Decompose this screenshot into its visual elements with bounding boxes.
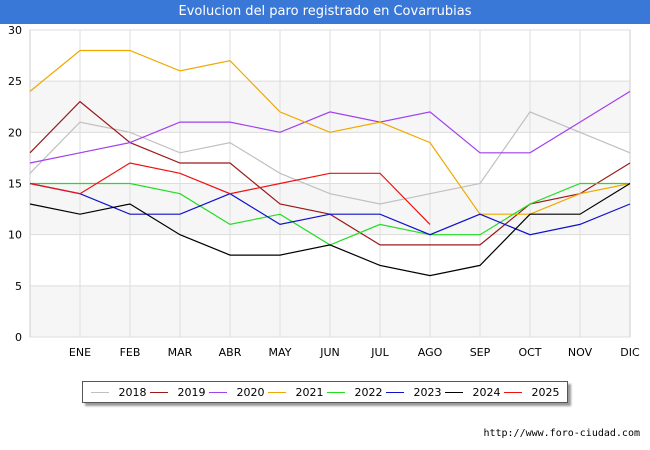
legend-swatch	[267, 391, 286, 393]
x-tick-label: DIC	[620, 346, 640, 359]
x-tick-label: AGO	[418, 346, 443, 359]
legend-swatch	[385, 391, 404, 393]
legend-label: 2018	[118, 385, 147, 399]
series-line-2023	[29, 182, 631, 236]
legend-label: 2021	[295, 385, 324, 399]
legend-label: 2022	[354, 385, 383, 399]
legend-item-2022: 2022	[326, 385, 383, 399]
x-tick-label: JUL	[370, 346, 389, 359]
source-credit: http://www.foro-ciudad.com	[483, 428, 640, 439]
legend-swatch	[208, 391, 227, 393]
legend-item-2024: 2024	[444, 385, 501, 399]
x-tick-label: ABR	[219, 346, 242, 359]
legend-item-2025: 2025	[503, 385, 560, 399]
legend-label: 2023	[413, 385, 442, 399]
y-tick-label: 25	[8, 75, 22, 88]
y-tick-label: 5	[15, 280, 22, 293]
x-tick-label: FEB	[120, 346, 141, 359]
chart-legend: 2018 2019 2020 2021 2022 2023 2024 2025	[82, 381, 568, 403]
legend-label: 2019	[177, 385, 206, 399]
legend-label: 2024	[472, 385, 501, 399]
y-tick-label: 20	[8, 126, 22, 139]
series-line-2018	[29, 111, 631, 205]
x-tick-label: MAR	[168, 346, 193, 359]
series-line-2020	[29, 90, 631, 164]
x-tick-label: SEP	[470, 346, 491, 359]
chart-title: Evolucion del paro registrado en Covarru…	[0, 0, 650, 24]
series-line-2025	[29, 162, 431, 225]
y-tick-label: 15	[8, 178, 22, 191]
x-tick-label: MAY	[269, 346, 292, 359]
legend-swatch	[90, 391, 109, 393]
legend-item-2020: 2020	[208, 385, 265, 399]
legend-item-2023: 2023	[385, 385, 442, 399]
legend-item-2018: 2018	[90, 385, 147, 399]
legend-label: 2025	[531, 385, 560, 399]
y-tick-label: 30	[8, 24, 22, 37]
legend-item-2019: 2019	[149, 385, 206, 399]
y-tick-label: 10	[8, 229, 22, 242]
series-line-2024	[29, 182, 631, 277]
legend-item-2021: 2021	[267, 385, 324, 399]
legend-label: 2020	[236, 385, 265, 399]
legend-swatch	[444, 391, 463, 393]
y-tick-label: 0	[15, 331, 22, 344]
x-tick-label: OCT	[518, 346, 541, 359]
x-tick-label: NOV	[568, 346, 593, 359]
legend-swatch	[149, 391, 168, 393]
x-tick-label: ENE	[69, 346, 91, 359]
legend-swatch	[503, 391, 522, 393]
x-tick-label: JUN	[319, 346, 340, 359]
legend-swatch	[326, 391, 345, 393]
